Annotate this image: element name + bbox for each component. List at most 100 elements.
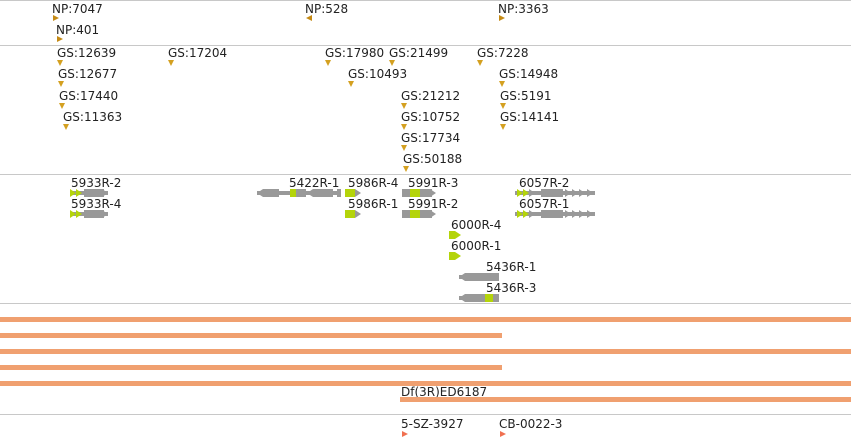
exon [420,189,432,197]
arrow-right-icon [529,210,535,218]
deficiency-label: Df(3R)ED6187 [401,385,488,399]
arrow-right-icon [572,210,578,218]
arrow-right-icon [565,189,571,197]
gs-label: GS:14141 [500,110,560,124]
exon [84,210,104,218]
exon [84,189,104,197]
arrow-right-icon [523,210,529,218]
gs-marker-icon [325,60,331,66]
transcript-label: 5986R-4 [348,176,399,190]
transcript-label: 5991R-3 [408,176,459,190]
track-divider-gs-transcripts [0,174,851,175]
deficiency-bar[interactable] [400,397,851,402]
gs-label: GS:21499 [389,46,449,60]
gs-label: GS:12677 [58,67,118,81]
gs-marker-icon [348,81,354,87]
deficiency-bar[interactable] [0,381,851,386]
transcript-label: 6000R-1 [451,239,502,253]
exon [337,189,341,197]
exon-highlighted [449,252,455,260]
gs-marker-icon [500,103,506,109]
deficiency-bar[interactable] [0,317,851,322]
arrow-right-icon [579,189,585,197]
deficiency-bar[interactable] [0,365,502,370]
transcript-model [515,210,595,218]
arrow-right-icon [76,189,82,197]
gs-marker-icon [57,60,63,66]
np-label: NP:401 [56,23,100,37]
transcript-label: 5422R-1 [289,176,340,190]
transcript-model [70,210,108,218]
arrow-right-icon [455,231,461,239]
arrow-right-icon [102,189,108,197]
exon-highlighted [449,231,455,239]
gs-marker-icon [401,103,407,109]
gs-label: GS:5191 [500,89,552,103]
deficiency-bar[interactable] [0,349,851,354]
exon [263,189,279,197]
arrow-right-icon [455,252,461,260]
insertion-marker-icon [500,431,506,437]
track-divider-np-gs [0,45,851,46]
gs-marker-icon [499,81,505,87]
transcript-model [459,273,499,281]
arrow-right-icon [102,210,108,218]
gs-marker-icon [58,81,64,87]
gs-label: GS:17440 [59,89,119,103]
gs-label: GS:11363 [63,110,123,124]
gs-label: GS:10752 [401,110,461,124]
np-label: NP:528 [305,2,349,16]
gs-marker-icon [63,124,69,130]
transcript-label: 5933R-2 [71,176,122,190]
exon [489,273,499,281]
arrow-right-icon [579,210,585,218]
transcript-label: 5986R-1 [348,197,399,211]
exon [402,189,410,197]
np-marker-icon [499,15,505,21]
transcript-label: 6000R-4 [451,218,502,232]
gs-label: GS:21212 [401,89,461,103]
gs-marker-icon [403,166,409,172]
np-marker-icon [306,15,312,21]
exon-highlighted [345,210,355,218]
gs-label: GS:50188 [403,152,463,166]
transcript-model [257,189,341,197]
exon-highlighted [290,189,296,197]
np-marker-icon [57,36,63,42]
exon [465,294,485,302]
exon [420,210,432,218]
arrow-right-icon [572,189,578,197]
gs-marker-icon [168,60,174,66]
arrow-right-icon [523,189,529,197]
arrow-right-icon [430,189,436,197]
arrow-right-icon [70,189,76,197]
transcript-model [345,210,361,218]
track-border-top [0,0,851,1]
deficiency-bar[interactable] [0,333,502,338]
arrow-left-icon [459,273,465,281]
transcript-model [402,189,436,197]
arrow-right-icon [529,189,535,197]
arrow-right-icon [355,210,361,218]
gs-label: GS:14948 [499,67,559,81]
transcript-model [70,189,108,197]
insertion-label: 5-SZ-3927 [401,417,464,431]
arrow-right-icon [565,210,571,218]
gs-marker-icon [401,124,407,130]
exon [313,189,333,197]
track-divider-transcripts-deficiency [0,303,851,304]
transcript-model [449,231,461,239]
gs-label: GS:10493 [348,67,408,81]
transcript-model [515,189,595,197]
insertion-marker-icon [402,431,408,437]
exon-highlighted [485,294,493,302]
gs-label: GS:17204 [168,46,228,60]
arrow-right-icon [587,189,593,197]
gs-marker-icon [59,103,65,109]
arrow-right-icon [517,189,523,197]
np-marker-icon [53,15,59,21]
arrow-right-icon [70,210,76,218]
exon-highlighted [410,210,420,218]
exon [296,189,306,197]
exon [541,189,563,197]
